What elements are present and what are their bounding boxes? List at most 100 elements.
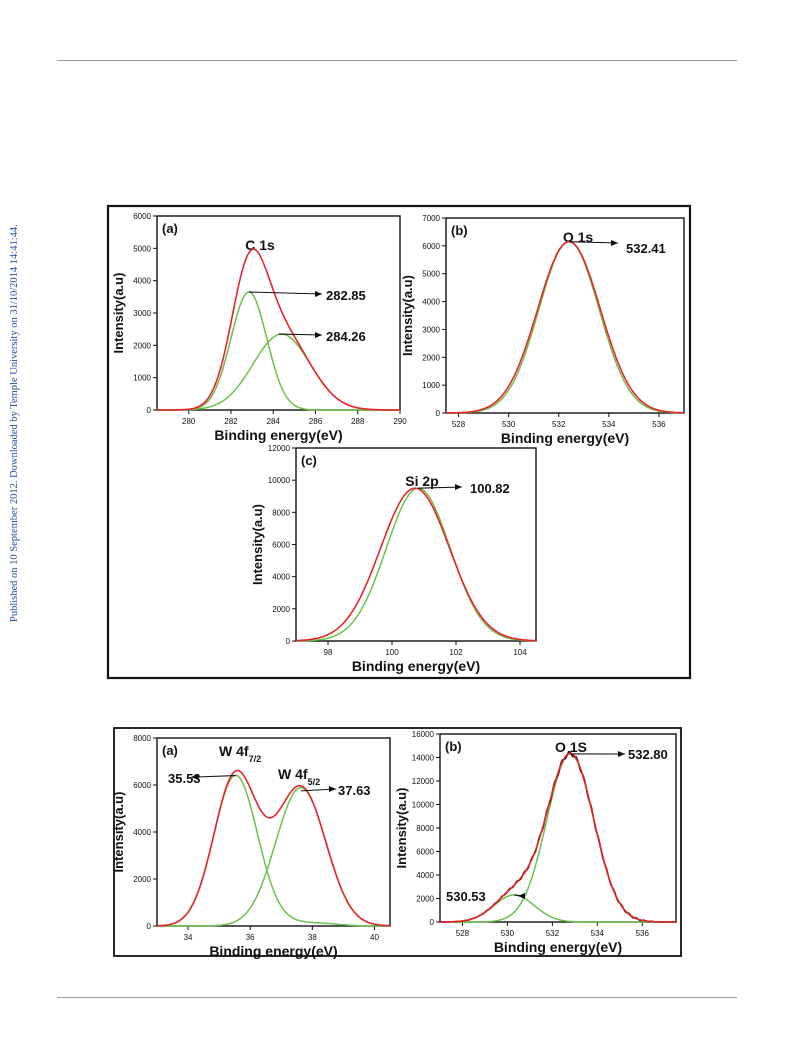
chart-1: 280 282 284 286 288 290 0 1000 2000 3000 4000 5000 6…: [111, 212, 407, 443]
panel-label: (b): [451, 223, 468, 238]
y-tick-label: 6000: [272, 541, 290, 550]
x-tick-label: 528: [452, 420, 466, 429]
annotation-value: 532.80: [628, 747, 668, 762]
series-line-envelope: [446, 240, 684, 414]
x-tick-label: 38: [308, 933, 317, 942]
x-tick-label: 532: [546, 929, 560, 938]
figure-2-frame: [113, 727, 682, 957]
x-tick-label: 528: [456, 929, 470, 938]
plot-area: [445, 217, 685, 414]
annotation-arrowhead: [618, 751, 625, 757]
y-tick-label: 4000: [272, 573, 290, 582]
x-tick-label: 280: [182, 417, 196, 426]
y-tick-label: 6000: [133, 781, 151, 790]
y-tick-label: 14000: [412, 754, 435, 763]
chart-4: 34 36 38 40 0 2000 4000 6000 8000 Binding energy(…: [111, 734, 391, 959]
annotation-value: 35.53: [168, 771, 201, 786]
y-tick-label: 2000: [422, 353, 440, 362]
y-tick-label: 0: [147, 922, 152, 931]
annotation-value: 532.41: [626, 241, 666, 256]
x-tick-label: 104: [513, 648, 527, 657]
x-axis-label: Binding energy(eV): [209, 943, 337, 959]
annotation-value: 100.82: [470, 481, 510, 496]
x-tick-label: 534: [602, 420, 616, 429]
chart-2: 528 530 532 534 536 0 1000 2000 3000 4000 5000 6000…: [400, 214, 685, 446]
series-line-component: [157, 291, 400, 411]
x-tick-label: 536: [652, 420, 666, 429]
annotation-arrow: [418, 486, 463, 489]
annotation-arrowhead: [518, 893, 525, 899]
x-tick-label: 536: [636, 929, 650, 938]
x-tick-label: 40: [370, 933, 379, 942]
annotation-value: 37.63: [338, 783, 371, 798]
y-tick-label: 5000: [133, 244, 151, 253]
annotation-arrow: [278, 333, 323, 336]
y-tick-label: 0: [147, 406, 152, 415]
y-tick-label: 0: [286, 637, 291, 646]
y-tick-label: 2000: [133, 875, 151, 884]
y-axis-label: Intensity(a.u): [250, 504, 265, 585]
y-tick-label: 8000: [272, 508, 290, 517]
panel-label: (c): [301, 453, 317, 468]
y-tick-label: 0: [430, 918, 435, 927]
y-tick-label: 6000: [416, 848, 434, 857]
annotation-arrowhead: [611, 240, 618, 246]
y-axis-label: Intensity(a.u): [394, 788, 409, 869]
x-axis-label: Binding energy(eV): [501, 430, 629, 446]
header-rule: [57, 60, 737, 61]
y-tick-label: 1000: [133, 374, 151, 383]
x-tick-label: 290: [393, 417, 407, 426]
x-tick-label: 286: [309, 417, 323, 426]
panel-label: (b): [445, 739, 462, 754]
peak-title: Si 2p: [405, 473, 438, 489]
annotation-arrowhead: [315, 332, 322, 338]
x-tick-label: 34: [184, 933, 193, 942]
x-tick-label: 530: [501, 929, 515, 938]
y-tick-label: 16000: [412, 730, 435, 739]
annotation-arrowhead: [191, 774, 198, 780]
annotation-arrow: [196, 775, 236, 778]
plot-area: [156, 737, 391, 927]
peak-title-subscript: 7/2: [249, 754, 262, 764]
annotation-arrowhead: [329, 786, 336, 792]
x-axis-label: Binding energy(eV): [352, 658, 480, 674]
annotation-arrowhead: [455, 484, 462, 490]
x-tick-label: 288: [351, 417, 365, 426]
y-axis-label: Intensity(a.u): [400, 275, 415, 356]
y-tick-label: 8000: [416, 824, 434, 833]
y-tick-label: 0: [436, 409, 441, 418]
annotation-arrow: [248, 291, 323, 295]
y-tick-label: 5000: [422, 270, 440, 279]
x-tick-label: 532: [552, 420, 566, 429]
y-tick-label: 6000: [133, 212, 151, 221]
annotation-arrow: [568, 241, 619, 244]
series-line-envelope: [295, 487, 537, 642]
y-tick-label: 1000: [422, 381, 440, 390]
footer-rule: [57, 997, 737, 998]
series-line-envelope: [440, 752, 676, 923]
y-tick-label: 4000: [133, 277, 151, 286]
figure-1-frame: [106, 204, 692, 680]
y-tick-label: 4000: [133, 828, 151, 837]
annotation-value: 284.26: [326, 329, 366, 344]
y-tick-label: 2000: [272, 605, 290, 614]
y-tick-label: 10000: [412, 801, 435, 810]
annotation-value: 282.85: [326, 288, 366, 303]
y-tick-label: 12000: [412, 777, 435, 786]
annotation-arrowhead: [315, 291, 322, 297]
peak-title: O 1S: [555, 739, 587, 755]
chart-5: 528 530 532 534 536 0 2000 4000 6000 8000 10000 120…: [394, 730, 677, 955]
y-tick-label: 12000: [268, 444, 291, 453]
chart-3: 98 100 102 104 0 2000 4000 6000 8000 10000 12000 Bi…: [250, 444, 537, 674]
x-tick-label: 36: [246, 933, 255, 942]
series-line-envelope: [156, 769, 391, 927]
annotation-value: 530.53: [446, 889, 486, 904]
y-tick-label: 7000: [422, 214, 440, 223]
panel-label: (a): [162, 743, 178, 758]
y-tick-label: 2000: [416, 895, 434, 904]
y-tick-label: 4000: [416, 871, 434, 880]
x-tick-label: 530: [502, 420, 516, 429]
y-tick-label: 8000: [133, 734, 151, 743]
y-tick-label: 6000: [422, 242, 440, 251]
